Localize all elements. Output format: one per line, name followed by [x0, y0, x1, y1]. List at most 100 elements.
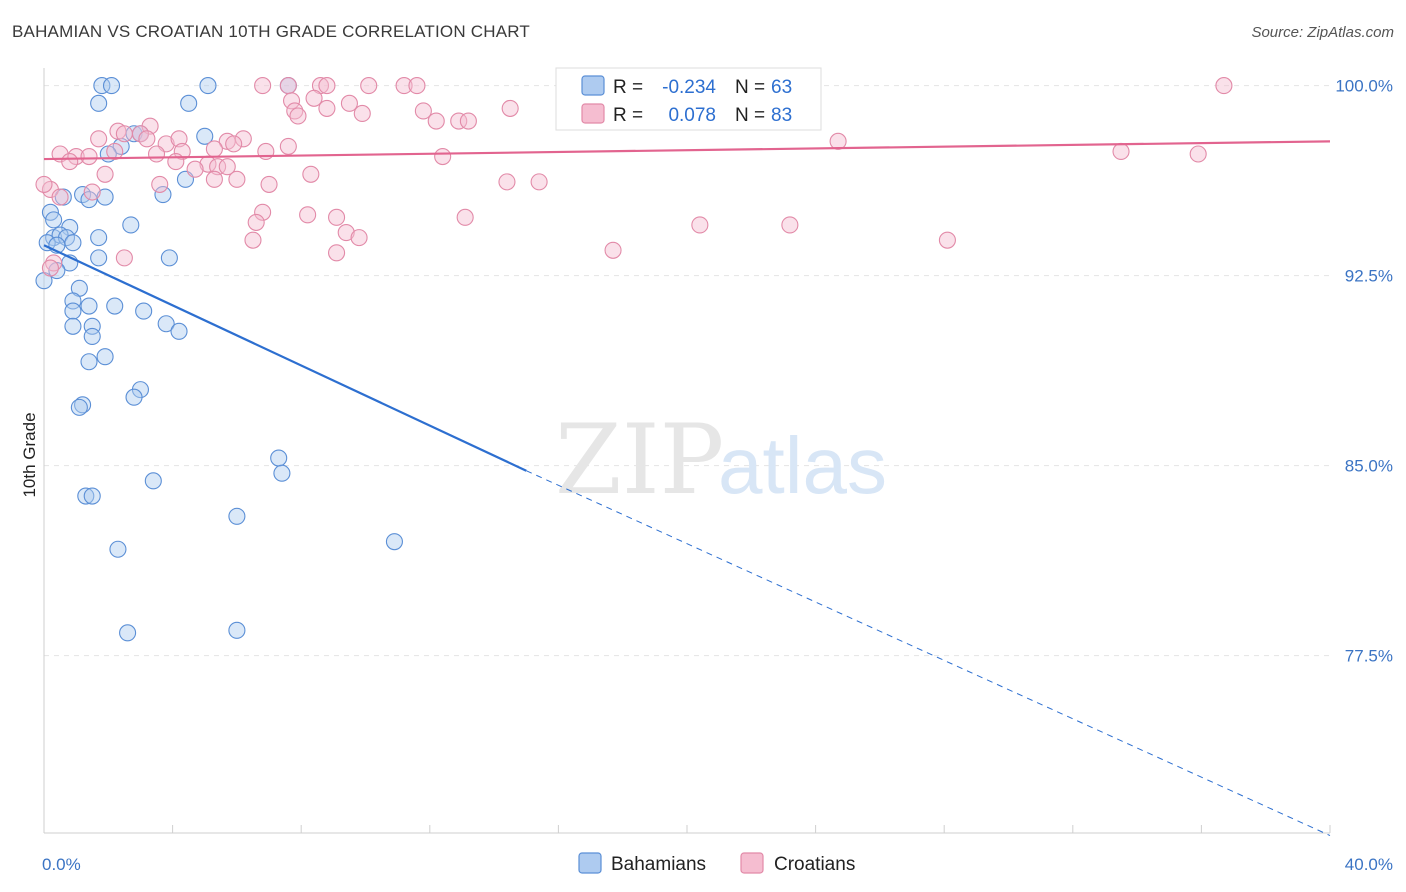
- tick-labels: 100.0% 92.5% 85.0% 77.5% 0.0% 40.0%: [42, 77, 1393, 874]
- point-croatians: [328, 208, 346, 226]
- legend-r-label-2: R =: [613, 105, 643, 126]
- point-croatians: [138, 130, 156, 148]
- legend-n-value-croatians: 83: [771, 105, 792, 126]
- point-croatians: [434, 147, 452, 166]
- y-tick-label: 100.0%: [1335, 77, 1393, 96]
- point-croatians: [244, 231, 262, 249]
- point-bahamians: [196, 127, 214, 145]
- point-croatians: [260, 175, 278, 193]
- point-croatians: [147, 145, 166, 163]
- point-croatians: [279, 77, 297, 95]
- point-bahamians: [106, 297, 124, 315]
- point-croatians: [318, 77, 336, 95]
- legend-n-label-1: N =: [735, 77, 765, 98]
- point-bahamians: [109, 540, 127, 558]
- bottom-legend-swatch-croatians: [740, 852, 764, 874]
- point-croatians: [305, 89, 323, 107]
- bottom-legend: Bahamians Croatians: [578, 852, 855, 875]
- point-bahamians: [83, 327, 101, 345]
- point-croatians: [829, 132, 847, 150]
- point-croatians: [90, 130, 108, 148]
- watermark-zip: ZIP: [555, 404, 724, 516]
- point-croatians: [167, 153, 185, 171]
- bottom-legend-croatians: Croatians: [774, 854, 855, 875]
- point-bahamians: [180, 94, 198, 112]
- y-tick-label: 77.5%: [1345, 647, 1393, 666]
- point-croatians: [781, 216, 799, 234]
- chart-title: BAHAMIAN VS CROATIAN 10TH GRADE CORRELAT…: [12, 22, 530, 41]
- trend-line-bahamians: [43, 244, 527, 472]
- point-croatians: [234, 130, 252, 148]
- point-bahamians: [77, 487, 95, 505]
- legend-n-value-bahamians: 63: [771, 77, 792, 98]
- point-croatians: [302, 165, 320, 183]
- point-croatians: [340, 94, 358, 112]
- point-croatians: [115, 125, 133, 143]
- point-croatians: [498, 173, 516, 191]
- point-bahamians: [64, 234, 82, 252]
- point-croatians: [80, 147, 98, 166]
- point-bahamians: [64, 317, 82, 335]
- point-bahamians: [385, 533, 403, 551]
- point-bahamians: [157, 315, 175, 333]
- y-axis-label: 10th Grade: [20, 412, 39, 497]
- point-croatians: [1112, 142, 1130, 161]
- point-croatians: [225, 135, 243, 153]
- point-bahamians: [273, 464, 291, 482]
- trend-lines: [43, 140, 1331, 836]
- point-bahamians: [70, 398, 88, 416]
- point-croatians: [170, 130, 188, 148]
- point-croatians: [279, 137, 297, 155]
- point-bahamians: [160, 249, 178, 267]
- point-croatians: [1215, 77, 1233, 95]
- point-bahamians: [170, 322, 188, 340]
- point-croatians: [61, 153, 79, 171]
- point-croatians: [186, 160, 204, 178]
- point-bahamians: [96, 188, 114, 206]
- point-croatians: [395, 77, 413, 95]
- point-croatians: [205, 170, 223, 188]
- legend-swatch-bahamians: [581, 75, 605, 96]
- point-croatians: [408, 77, 426, 95]
- point-bahamians: [45, 211, 63, 229]
- x-tick-label: 0.0%: [42, 855, 81, 874]
- point-croatians: [228, 170, 246, 188]
- point-croatians: [604, 241, 622, 259]
- point-croatians: [151, 175, 169, 193]
- point-bahamians: [90, 249, 108, 267]
- legend-r-value-croatians: 0.078: [668, 105, 716, 126]
- point-croatians: [45, 254, 63, 272]
- legend-r-value-bahamians: -0.234: [662, 77, 716, 98]
- point-croatians: [456, 208, 474, 226]
- point-croatians: [286, 102, 304, 120]
- point-croatians: [427, 112, 445, 130]
- point-croatians: [459, 112, 477, 130]
- point-croatians: [353, 104, 371, 123]
- point-bahamians: [64, 292, 82, 310]
- point-croatians: [1189, 145, 1207, 163]
- bottom-legend-bahamians: Bahamians: [611, 854, 706, 875]
- trend-line-bahamians-extension: [526, 470, 1331, 836]
- point-croatians: [337, 223, 355, 242]
- point-bahamians: [228, 507, 246, 525]
- point-croatians: [501, 99, 519, 117]
- legend-n-label-2: N =: [735, 105, 765, 126]
- point-croatians: [254, 77, 272, 95]
- point-croatians: [328, 244, 346, 262]
- point-bahamians: [80, 353, 98, 371]
- axes: [43, 68, 1331, 834]
- point-bahamians: [83, 317, 101, 335]
- point-croatians: [173, 142, 191, 161]
- point-croatians: [205, 140, 223, 158]
- point-croatians: [283, 92, 301, 110]
- point-bahamians: [90, 229, 108, 247]
- point-croatians: [96, 165, 114, 183]
- point-croatians: [115, 249, 133, 267]
- x-tick-label: 40.0%: [1345, 855, 1393, 874]
- point-bahamians: [199, 77, 217, 95]
- point-croatians: [254, 203, 272, 221]
- point-bahamians: [83, 487, 101, 505]
- point-bahamians: [38, 234, 56, 252]
- point-croatians: [414, 102, 432, 120]
- watermark-atlas: atlas: [718, 421, 887, 510]
